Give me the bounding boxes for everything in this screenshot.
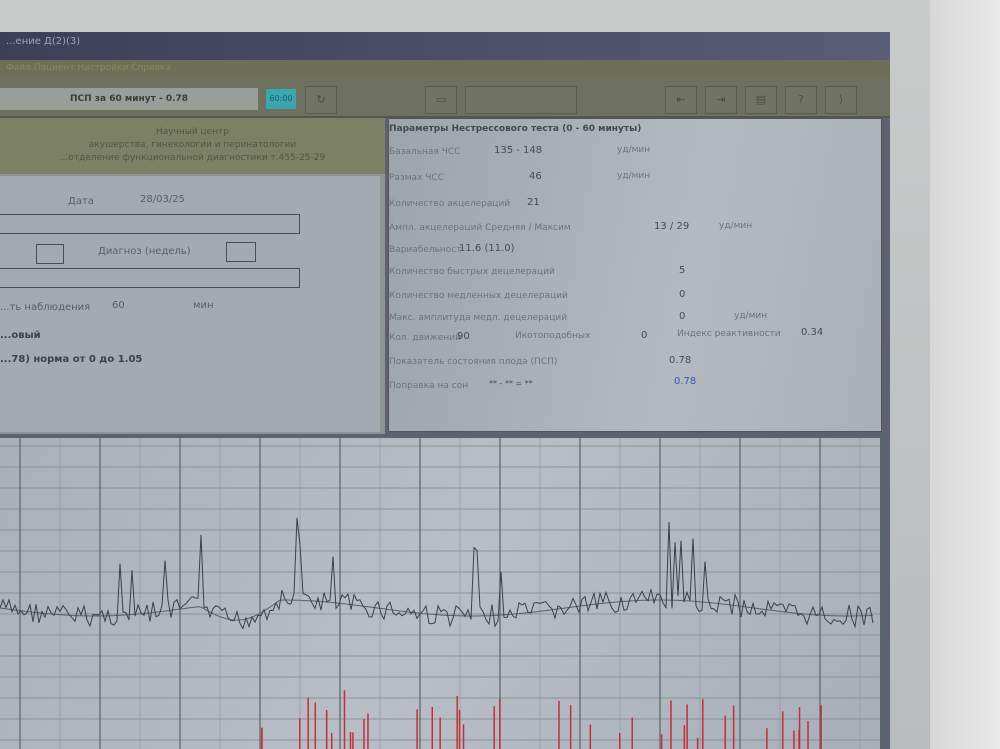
date-value: 28/03/25 bbox=[140, 194, 185, 205]
duration-unit: мин bbox=[193, 300, 214, 311]
param-value: 11.6 (11.0) bbox=[459, 243, 515, 254]
reactivity-value: 0.34 bbox=[801, 327, 824, 338]
menu-bar[interactable]: Файл Пациент Настройки Справка bbox=[0, 60, 890, 78]
param-unit: уд/мин bbox=[617, 171, 651, 181]
param-value: 0.78 bbox=[669, 355, 692, 366]
date-label: Дата bbox=[68, 196, 94, 207]
patient-panel: Научный центр акушерства, гинекологии и … bbox=[0, 118, 385, 434]
time-button[interactable]: 60:00 bbox=[266, 89, 296, 109]
param-label: Показатель состояния плода (ПСП) bbox=[389, 357, 558, 367]
param-value: 135 - 148 bbox=[494, 145, 543, 156]
param-label: Макс. амплитуда медл. децелераций bbox=[389, 313, 568, 323]
result-norm: ...78) норма от 0 до 1.05 bbox=[0, 354, 143, 365]
age-input[interactable] bbox=[36, 244, 64, 264]
screen: ...ение Д(2)(3) Файл Пациент Настройки С… bbox=[0, 32, 890, 749]
title-bar: ...ение Д(2)(3) bbox=[0, 32, 890, 60]
last-button[interactable]: ⇥ bbox=[705, 86, 737, 114]
duration-label: ...ть наблюдения bbox=[0, 302, 91, 313]
param-label: Кол. движений bbox=[389, 333, 461, 343]
toolbar: ПСП за 60 минут - 0.78 60:00 ↻ ▭ ⇤ ⇥ ▤ ?… bbox=[0, 78, 890, 118]
ctg-chart bbox=[0, 438, 880, 749]
nst-parameters-panel: Параметры Нестрессового теста (0 - 60 ми… bbox=[388, 118, 882, 432]
toolbar-button[interactable]: ▭ bbox=[425, 86, 457, 114]
params-title: Параметры Нестрессового теста (0 - 60 ми… bbox=[389, 124, 642, 134]
param-label: Базальная ЧСС bbox=[389, 147, 461, 157]
hiccup-label: Икотоподобных bbox=[515, 331, 591, 341]
param-value: ** - ** = ** bbox=[489, 379, 533, 388]
param-value: 21 bbox=[527, 197, 540, 208]
header-line: акушерства, гинекологии и перинатологии bbox=[88, 140, 297, 150]
param-value: 13 / 29 bbox=[654, 221, 690, 232]
param-unit: уд/мин bbox=[719, 221, 753, 231]
param-label: Ампл. акцелераций Средняя / Максим bbox=[389, 223, 571, 233]
duration-value: 60 bbox=[112, 300, 125, 311]
window-title: ...ение Д(2)(3) bbox=[6, 36, 81, 47]
diagnosis-input[interactable] bbox=[226, 242, 256, 262]
param-label: Количество акцелераций bbox=[389, 199, 511, 209]
param-unit: уд/мин bbox=[734, 311, 768, 321]
param-label: Количество быстрых децелераций bbox=[389, 267, 555, 277]
fhr-trace bbox=[0, 517, 874, 630]
hiccup-value: 0 bbox=[641, 330, 648, 341]
param-label: Размах ЧСС bbox=[389, 173, 444, 183]
param-label: Поправка на сон bbox=[389, 381, 469, 391]
next-button[interactable]: ⟩ bbox=[825, 86, 857, 114]
param-value: 46 bbox=[529, 171, 542, 182]
param-label: Вариабельност bbox=[389, 245, 462, 255]
print-button[interactable]: ▤ bbox=[745, 86, 777, 114]
notes-input[interactable] bbox=[0, 268, 300, 288]
param-unit: уд/мин bbox=[617, 145, 651, 155]
corrected-psp-value: 0.78 bbox=[674, 376, 697, 387]
param-value: 90 bbox=[457, 331, 470, 342]
result-type: ...овый bbox=[0, 330, 41, 341]
institution-header: Научный центр акушерства, гинекологии и … bbox=[0, 118, 385, 174]
name-input[interactable] bbox=[0, 214, 300, 234]
help-button[interactable]: ? bbox=[785, 86, 817, 114]
header-line: ...отделение функциональной диагностики … bbox=[59, 153, 326, 163]
reactivity-label: Индекс реактивности bbox=[677, 329, 781, 339]
param-label: Количество медленных децелераций bbox=[389, 291, 568, 301]
param-value: 0 bbox=[679, 289, 686, 300]
toolbar-button-wide[interactable] bbox=[465, 86, 577, 114]
header-line: Научный центр bbox=[155, 127, 230, 137]
patient-form: Дата 28/03/25 Диагноз (недель) ...ть наб… bbox=[0, 176, 380, 432]
param-value: 5 bbox=[679, 265, 686, 276]
refresh-button[interactable]: ↻ bbox=[305, 86, 337, 114]
psp-summary-field: ПСП за 60 минут - 0.78 bbox=[0, 88, 258, 110]
menu-items[interactable]: Файл Пациент Настройки Справка bbox=[6, 63, 171, 73]
diagnosis-label: Диагноз (недель) bbox=[98, 246, 191, 257]
first-button[interactable]: ⇤ bbox=[665, 86, 697, 114]
param-value: 0 bbox=[679, 311, 686, 322]
